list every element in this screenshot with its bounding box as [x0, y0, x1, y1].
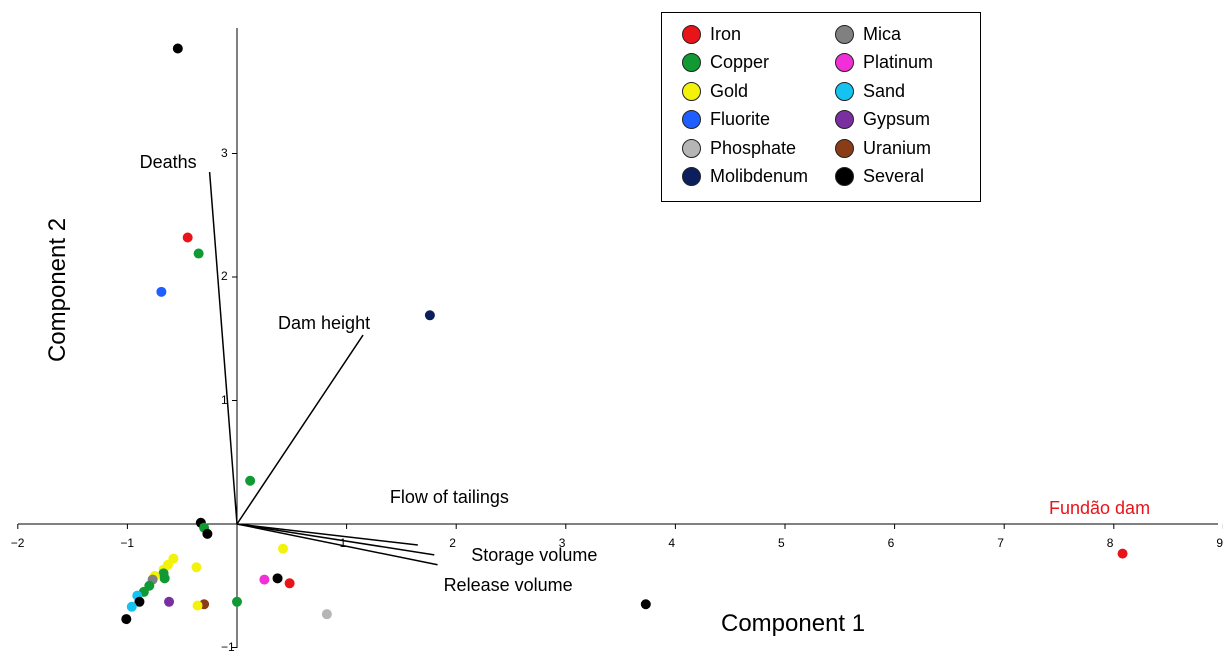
legend-swatch [835, 110, 854, 129]
vector-label-storage-volume: Storage volume [471, 544, 598, 565]
vector-label-release-volume: Release volume [443, 574, 573, 595]
point-copper [245, 475, 256, 486]
point-iron [182, 232, 193, 243]
legend: Iron Copper Gold Fluorite Phosphate Molibdenu… [661, 12, 981, 202]
x-tick-label: 5 [778, 536, 785, 550]
legend-label: Uranium [863, 137, 932, 158]
vector-label-dam-height: Dam height [278, 313, 371, 334]
legend-label: Gypsum [863, 109, 931, 129]
y-tick-label: 2 [221, 269, 228, 283]
point-sand [126, 601, 137, 612]
point-gold [191, 562, 202, 573]
point-several [202, 528, 213, 539]
vector-release-volume [236, 523, 438, 566]
legend-item-platinum: Platinum [835, 51, 933, 75]
legend-label: Fluorite [710, 109, 771, 129]
x-tick-label: −2 [10, 536, 25, 550]
legend-label: Gold [710, 80, 749, 101]
legend-swatch [682, 24, 701, 44]
legend-label: Mica [863, 23, 902, 44]
y-tick-label: 3 [221, 145, 228, 160]
point-several [121, 614, 132, 625]
legend-label: Iron [710, 23, 742, 44]
legend-swatch [682, 167, 701, 186]
legend-item-copper: Copper [682, 51, 769, 75]
point-fluorite [156, 286, 167, 297]
point-platinum [259, 574, 270, 585]
legend-swatch [835, 81, 854, 101]
legend-swatch [835, 53, 854, 72]
legend-label: Sand [863, 80, 906, 101]
vector-flow-of-tailings [236, 523, 418, 546]
legend-item-several: Several [835, 165, 924, 189]
point-copper [232, 596, 242, 607]
x-tick-label: 9 [1216, 536, 1223, 550]
x-tick-label: 1 [339, 536, 347, 550]
legend-item-gypsum: Gypsum [835, 108, 930, 132]
point-several [172, 43, 183, 54]
y-tick-label: −1 [221, 639, 235, 654]
point-iron [1117, 548, 1128, 559]
data-points [121, 43, 1128, 625]
legend-item-uranium: Uranium [835, 136, 931, 160]
legend-item-gold: Gold [682, 79, 748, 103]
legend-label: Copper [710, 52, 770, 72]
legend-swatch [835, 24, 854, 44]
point-several [134, 596, 145, 607]
x-tick-label: 8 [1106, 536, 1114, 550]
x-tick-label: −1 [120, 536, 135, 550]
legend-swatch [835, 167, 854, 186]
point-copper [159, 573, 170, 584]
point-copper [193, 248, 204, 259]
x-tick-label: 7 [997, 536, 1004, 550]
legend-swatch [835, 138, 854, 158]
point-several [640, 599, 651, 610]
legend-label: Molibdenum [710, 166, 809, 186]
axis-ticks [17, 153, 1223, 648]
y-axis-title: Component 2 [44, 217, 71, 363]
legend-label: Phosphate [710, 137, 797, 158]
legend-item-iron: Iron [682, 22, 741, 46]
legend-item-sand: Sand [835, 79, 905, 103]
legend-swatch [682, 81, 701, 101]
vector-deaths [208, 171, 238, 525]
loading-vectors [208, 171, 438, 566]
vector-storage-volume [236, 523, 435, 556]
x-tick-label: 4 [668, 536, 676, 550]
vector-dam-height [236, 334, 364, 525]
legend-swatch [682, 53, 701, 72]
x-tick-label: 3 [558, 536, 566, 550]
point-several [272, 573, 283, 584]
point-molibdenum [424, 310, 435, 321]
y-tick-label: 1 [221, 392, 228, 407]
point-gypsum [164, 596, 175, 607]
vector-label-deaths: Deaths [139, 152, 197, 173]
legend-swatch [682, 110, 701, 129]
axes [18, 28, 1218, 648]
fundao-dam-annotation: Fundão dam [1049, 498, 1151, 518]
x-tick-label: 2 [449, 536, 456, 550]
point-gold [278, 543, 289, 554]
point-gold [192, 600, 203, 611]
legend-item-phosphate: Phosphate [682, 136, 796, 160]
legend-item-molibdenum: Molibdenum [682, 165, 808, 189]
x-axis-title: Component 1 [721, 610, 866, 637]
legend-item-fluorite: Fluorite [682, 108, 770, 132]
legend-item-mica: Mica [835, 22, 901, 46]
vector-label-flow-of-tailings: Flow of tailings [389, 486, 509, 507]
point-phosphate [321, 609, 332, 620]
point-iron [284, 578, 295, 589]
legend-label: Platinum [863, 52, 934, 72]
legend-label: Several [863, 166, 925, 186]
x-tick-label: 6 [887, 536, 895, 550]
legend-swatch [682, 138, 701, 158]
